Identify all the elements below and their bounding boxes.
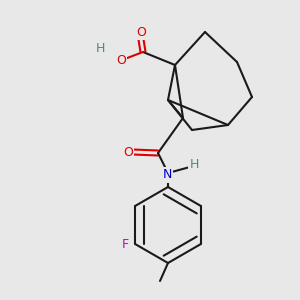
Text: N: N bbox=[162, 169, 172, 182]
Text: O: O bbox=[123, 146, 133, 158]
Text: F: F bbox=[122, 238, 129, 250]
Text: O: O bbox=[116, 55, 126, 68]
Text: O: O bbox=[136, 26, 146, 38]
Text: H: H bbox=[189, 158, 199, 172]
Text: H: H bbox=[95, 43, 105, 56]
